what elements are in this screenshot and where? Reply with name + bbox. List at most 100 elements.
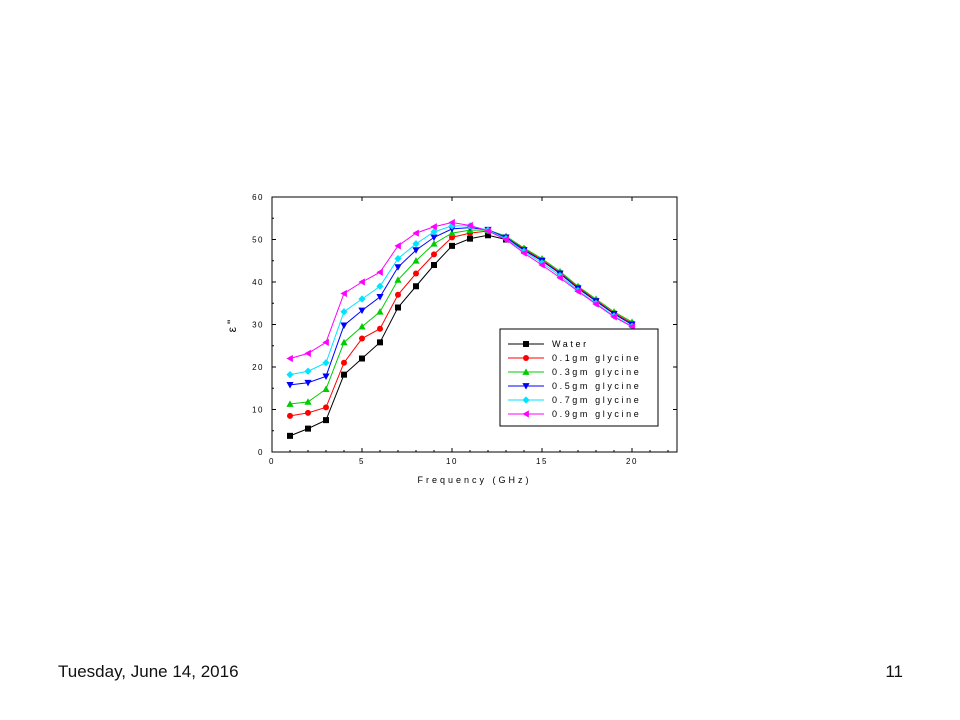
y-tick-label: 0 <box>258 448 264 457</box>
data-point <box>413 283 419 290</box>
data-point <box>520 249 527 257</box>
data-point <box>485 232 491 239</box>
data-point <box>449 242 455 249</box>
data-point <box>431 251 437 258</box>
data-point <box>412 240 420 248</box>
data-point <box>304 349 311 357</box>
data-point <box>322 385 330 392</box>
data-point <box>341 359 347 366</box>
data-point <box>394 255 402 263</box>
data-point <box>359 335 365 342</box>
data-point <box>359 355 365 362</box>
data-point <box>376 293 384 301</box>
data-point <box>322 359 330 367</box>
y-tick-label: 20 <box>252 363 264 372</box>
data-point <box>286 381 294 389</box>
footer-date: Tuesday, June 14, 2016 <box>58 662 239 681</box>
legend-marker <box>523 355 529 361</box>
x-axis-title: Frequency (GHz) <box>417 475 531 485</box>
series-line <box>289 229 633 405</box>
legend-marker <box>522 410 529 418</box>
data-point <box>340 289 347 298</box>
data-point <box>287 432 293 439</box>
data-point <box>431 262 437 268</box>
data-point <box>556 274 563 282</box>
data-point <box>340 322 348 329</box>
plot-area: 0 5 10 15 20 0 10 20 30 40 50 60 <box>252 193 678 466</box>
data-point <box>412 247 420 254</box>
data-point <box>377 339 383 346</box>
data-point <box>395 291 401 298</box>
data-point <box>413 270 419 277</box>
data-point <box>376 268 383 276</box>
legend-marker <box>523 341 529 347</box>
data-point <box>322 373 330 380</box>
data-point <box>395 304 401 311</box>
data-point <box>574 287 581 295</box>
data-point <box>448 229 456 237</box>
data-point <box>340 338 348 346</box>
data-point <box>323 417 329 424</box>
legend-label: Water <box>552 339 589 349</box>
data-point <box>394 242 401 250</box>
legend-label: 0.7gm glycine <box>552 395 641 405</box>
data-point <box>430 240 438 247</box>
data-point <box>286 400 294 407</box>
legend-label: 0.5gm glycine <box>552 381 641 391</box>
data-point <box>287 412 293 419</box>
data-point <box>538 261 545 269</box>
data-point <box>610 313 617 321</box>
legend-marker <box>522 396 530 404</box>
data-point <box>466 221 473 230</box>
data-point <box>304 367 312 375</box>
legend-label: 0.3gm glycine <box>552 367 641 377</box>
data-point <box>358 323 366 330</box>
data-point <box>376 282 384 290</box>
x-tick-label: 20 <box>626 457 638 466</box>
data-point <box>412 229 419 237</box>
page-number: 11 <box>885 662 903 681</box>
data-point <box>628 323 635 331</box>
data-point <box>394 264 402 271</box>
data-point <box>358 295 366 303</box>
y-tick-label: 10 <box>252 406 264 415</box>
data-point <box>323 404 329 411</box>
data-point <box>394 276 402 283</box>
series-5 <box>286 218 635 363</box>
data-point <box>592 300 599 308</box>
data-point <box>341 371 347 378</box>
y-tick-label: 60 <box>252 193 264 202</box>
series-line <box>289 225 633 376</box>
legend-label: 0.1gm glycine <box>552 353 641 363</box>
data-point <box>377 325 383 332</box>
data-point <box>448 218 455 227</box>
legend-label: 0.9gm glycine <box>552 409 641 419</box>
data-point <box>304 398 312 405</box>
series-line <box>289 230 633 417</box>
x-tick-label: 15 <box>536 457 548 466</box>
data-point <box>484 227 491 235</box>
data-point <box>376 308 384 315</box>
data-point <box>502 235 509 244</box>
data-point <box>322 338 329 346</box>
y-axis-title: ε" <box>225 317 239 333</box>
data-point <box>286 371 294 379</box>
data-point <box>305 425 311 432</box>
data-point <box>467 235 473 242</box>
series-line <box>289 221 633 359</box>
y-tick-label: 30 <box>252 321 264 330</box>
x-tick-label: 0 <box>269 457 275 466</box>
y-tick-label: 40 <box>252 278 264 287</box>
data-point <box>430 223 437 231</box>
x-tick-label: 5 <box>359 457 365 466</box>
data-point <box>430 228 438 236</box>
data-point <box>286 354 293 363</box>
legend-marker <box>522 383 530 390</box>
x-tick-label: 10 <box>446 457 458 466</box>
data-point <box>358 278 365 286</box>
data-point <box>304 379 312 387</box>
legend: Water 0.1gm glycine 0.3gm glycine 0.5gm gly… <box>499 328 659 427</box>
data-point <box>305 409 311 416</box>
data-point <box>412 257 420 264</box>
